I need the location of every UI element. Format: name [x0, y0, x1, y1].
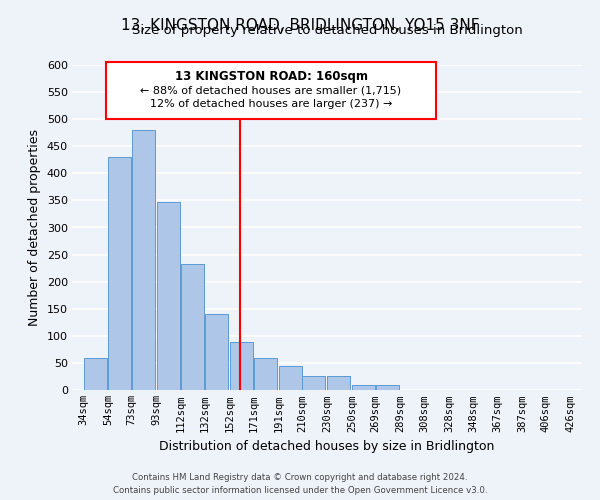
Bar	[83, 358, 107, 390]
Bar	[302, 376, 325, 390]
Bar	[376, 384, 399, 390]
Text: 12% of detached houses are larger (237) →: 12% of detached houses are larger (237) …	[150, 98, 392, 108]
Text: ← 88% of detached houses are smaller (1,715): ← 88% of detached houses are smaller (1,…	[140, 86, 401, 96]
Bar	[205, 314, 229, 390]
Text: Contains HM Land Registry data © Crown copyright and database right 2024.
Contai: Contains HM Land Registry data © Crown c…	[113, 474, 487, 495]
X-axis label: Distribution of detached houses by size in Bridlington: Distribution of detached houses by size …	[160, 440, 494, 453]
Bar	[352, 384, 375, 390]
Bar	[106, 62, 436, 119]
Bar	[181, 264, 203, 390]
Text: 13, KINGSTON ROAD, BRIDLINGTON, YO15 3NF: 13, KINGSTON ROAD, BRIDLINGTON, YO15 3NF	[121, 18, 479, 32]
Y-axis label: Number of detached properties: Number of detached properties	[28, 129, 41, 326]
Text: 13 KINGSTON ROAD: 160sqm: 13 KINGSTON ROAD: 160sqm	[175, 70, 368, 84]
Bar	[254, 358, 277, 390]
Title: Size of property relative to detached houses in Bridlington: Size of property relative to detached ho…	[131, 24, 523, 38]
Bar	[279, 366, 302, 390]
Bar	[109, 157, 131, 390]
Bar	[328, 376, 350, 390]
Bar	[157, 202, 180, 390]
Bar	[132, 130, 155, 390]
Bar	[230, 342, 253, 390]
